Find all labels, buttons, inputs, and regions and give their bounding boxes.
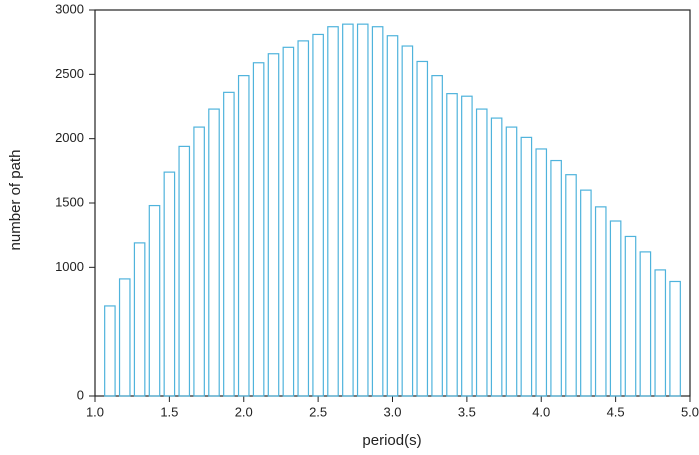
plot-frame xyxy=(94,9,691,397)
bar xyxy=(669,280,681,397)
bar xyxy=(609,220,622,397)
bar xyxy=(639,251,652,397)
bar xyxy=(297,40,310,397)
bar xyxy=(475,108,488,397)
bar xyxy=(461,95,473,397)
x-tick-label: 1.0 xyxy=(86,404,104,419)
bar xyxy=(565,174,577,397)
x-tick-label: 4.5 xyxy=(607,404,625,419)
y-tick-label: 2500 xyxy=(55,66,84,81)
y-axis-title: number of path xyxy=(7,150,24,251)
x-tick-label: 4.0 xyxy=(532,404,550,419)
bar xyxy=(654,269,667,397)
x-tick-label: 3.0 xyxy=(383,404,401,419)
bar xyxy=(148,204,161,397)
bar xyxy=(252,62,265,397)
x-tick-label: 5.0 xyxy=(681,404,699,419)
x-axis-title: period(s) xyxy=(362,432,421,449)
bar xyxy=(550,159,562,397)
bar xyxy=(624,235,637,397)
bar xyxy=(163,171,176,397)
x-tick-label: 1.5 xyxy=(160,404,178,419)
y-tick-label: 1500 xyxy=(55,194,84,209)
bar xyxy=(594,206,607,397)
bar xyxy=(446,93,458,397)
bar xyxy=(133,242,146,397)
bar xyxy=(178,145,191,397)
bar xyxy=(342,23,354,397)
bar xyxy=(223,91,235,397)
bar xyxy=(104,305,116,397)
bar xyxy=(535,148,548,397)
x-tick-label: 2.0 xyxy=(235,404,253,419)
bar xyxy=(431,75,443,397)
bar xyxy=(267,53,280,397)
y-tick-label: 3000 xyxy=(55,1,84,16)
bar xyxy=(580,189,592,397)
bar xyxy=(237,75,250,397)
bar xyxy=(312,33,324,397)
bar xyxy=(118,278,131,397)
bar xyxy=(520,136,533,397)
bar xyxy=(327,26,339,397)
x-tick-label: 2.5 xyxy=(309,404,327,419)
y-tick-label: 0 xyxy=(77,387,84,402)
bar xyxy=(208,108,220,397)
bar xyxy=(371,26,384,397)
bar xyxy=(490,117,503,397)
x-tick-label: 3.5 xyxy=(458,404,476,419)
bar xyxy=(401,45,414,397)
y-tick-label: 2000 xyxy=(55,130,84,145)
bar xyxy=(282,46,295,397)
bar xyxy=(505,126,518,397)
y-tick-label: 1000 xyxy=(55,259,84,274)
bar xyxy=(386,35,399,397)
bar xyxy=(356,23,369,397)
bar xyxy=(193,126,205,397)
bar xyxy=(416,60,429,397)
